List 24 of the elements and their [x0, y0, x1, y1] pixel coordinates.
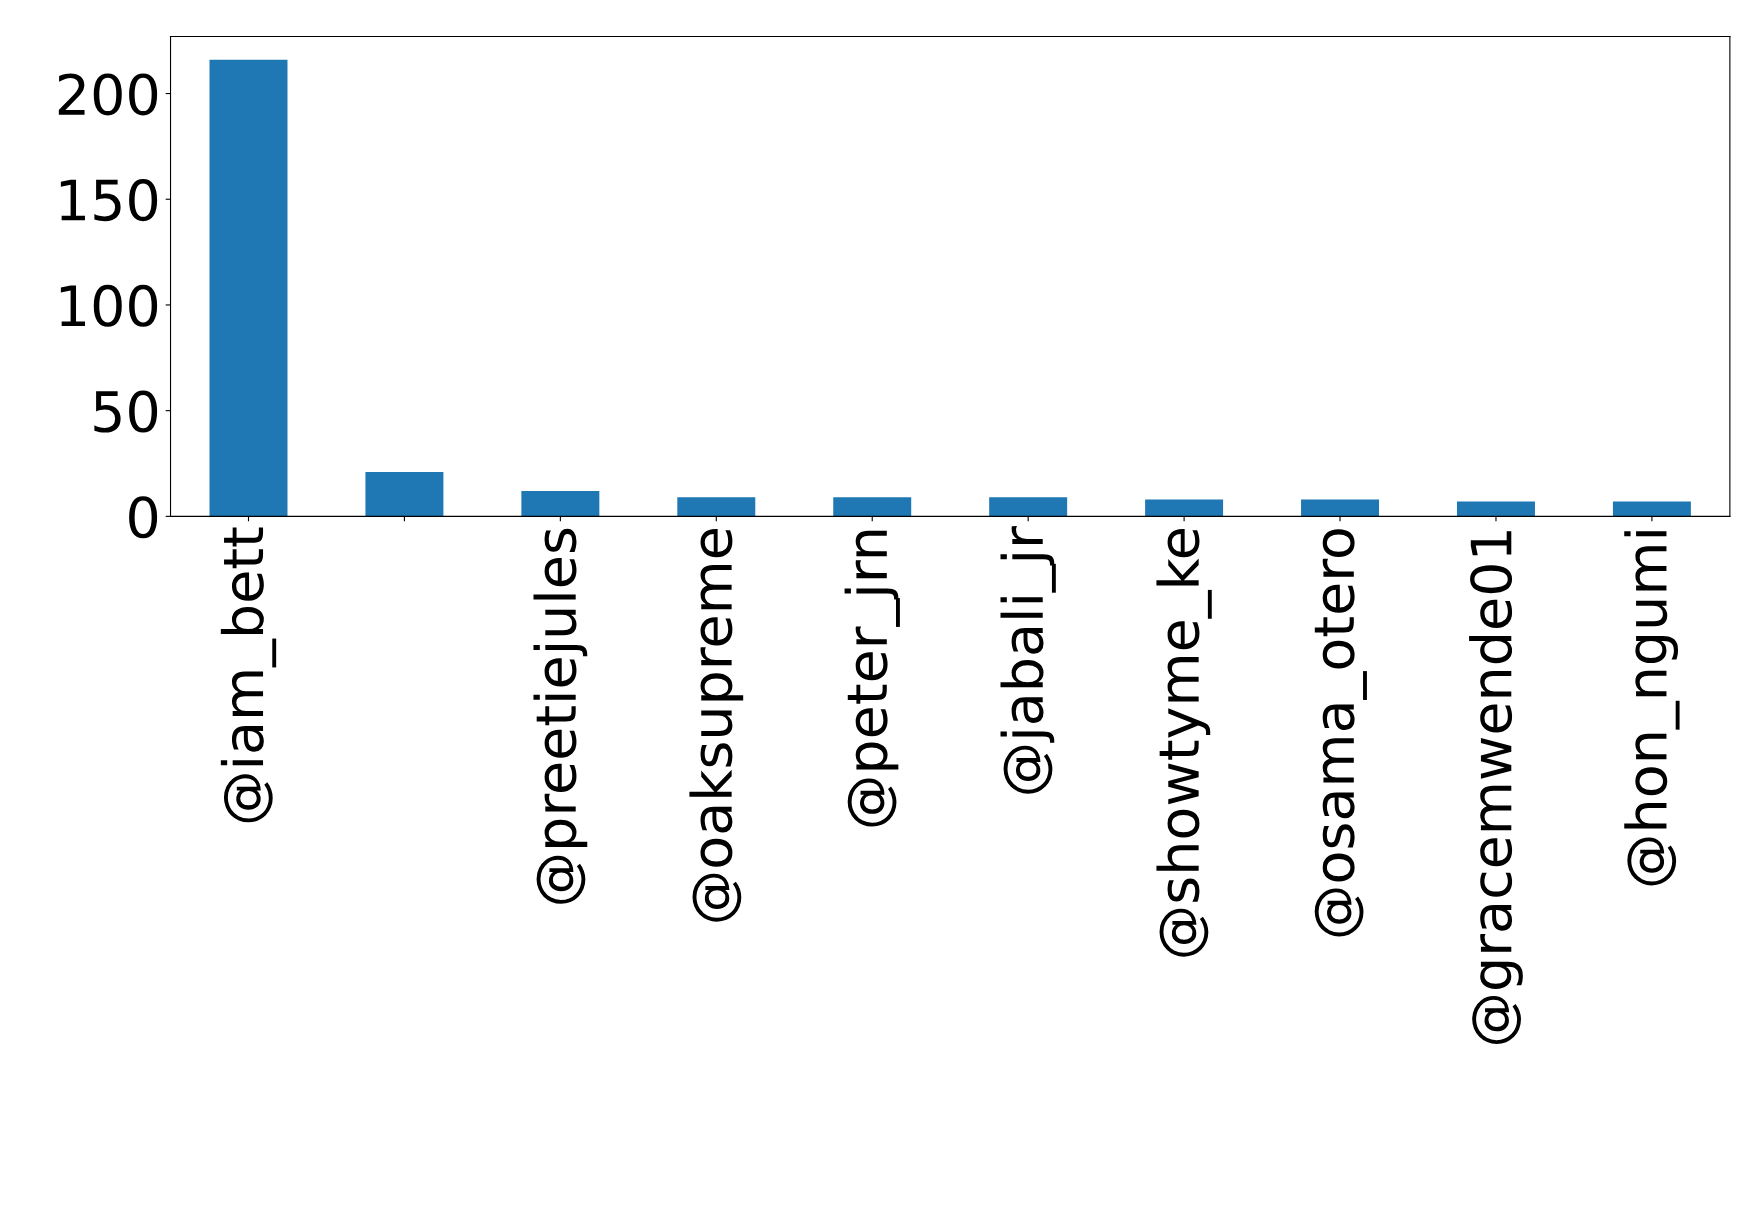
bar — [521, 491, 600, 517]
x-tick-label: @osama_otero — [1314, 529, 1367, 937]
y-tick-label: 100 — [60, 284, 158, 327]
bar — [677, 497, 756, 517]
y-tick-label: 0 — [129, 496, 158, 539]
x-tick-label: @gracemwende01 — [1469, 531, 1523, 1044]
bar — [1612, 501, 1691, 517]
x-tick-label: @showtyme_ke — [1156, 529, 1212, 957]
x-tick-label: @oaksupreme — [689, 529, 744, 922]
x-tick-label: @hon_ngumi — [1624, 531, 1680, 886]
x-tick-label: @peter_jrn — [844, 530, 900, 827]
bar — [989, 497, 1068, 517]
bar — [1301, 499, 1380, 517]
bar — [209, 59, 288, 517]
y-tick-label: 50 — [94, 390, 158, 433]
x-tick-label: @jabali_jr — [1000, 526, 1056, 794]
bar — [1456, 501, 1535, 517]
x-tick-label: @iam_bett — [220, 527, 277, 823]
y-tick-label: 150 — [60, 179, 158, 222]
bar — [833, 497, 912, 517]
bar — [1145, 499, 1224, 517]
y-tick-label: 200 — [58, 73, 158, 116]
bar — [365, 471, 444, 517]
x-tick-label: @preetiejules — [533, 528, 588, 904]
